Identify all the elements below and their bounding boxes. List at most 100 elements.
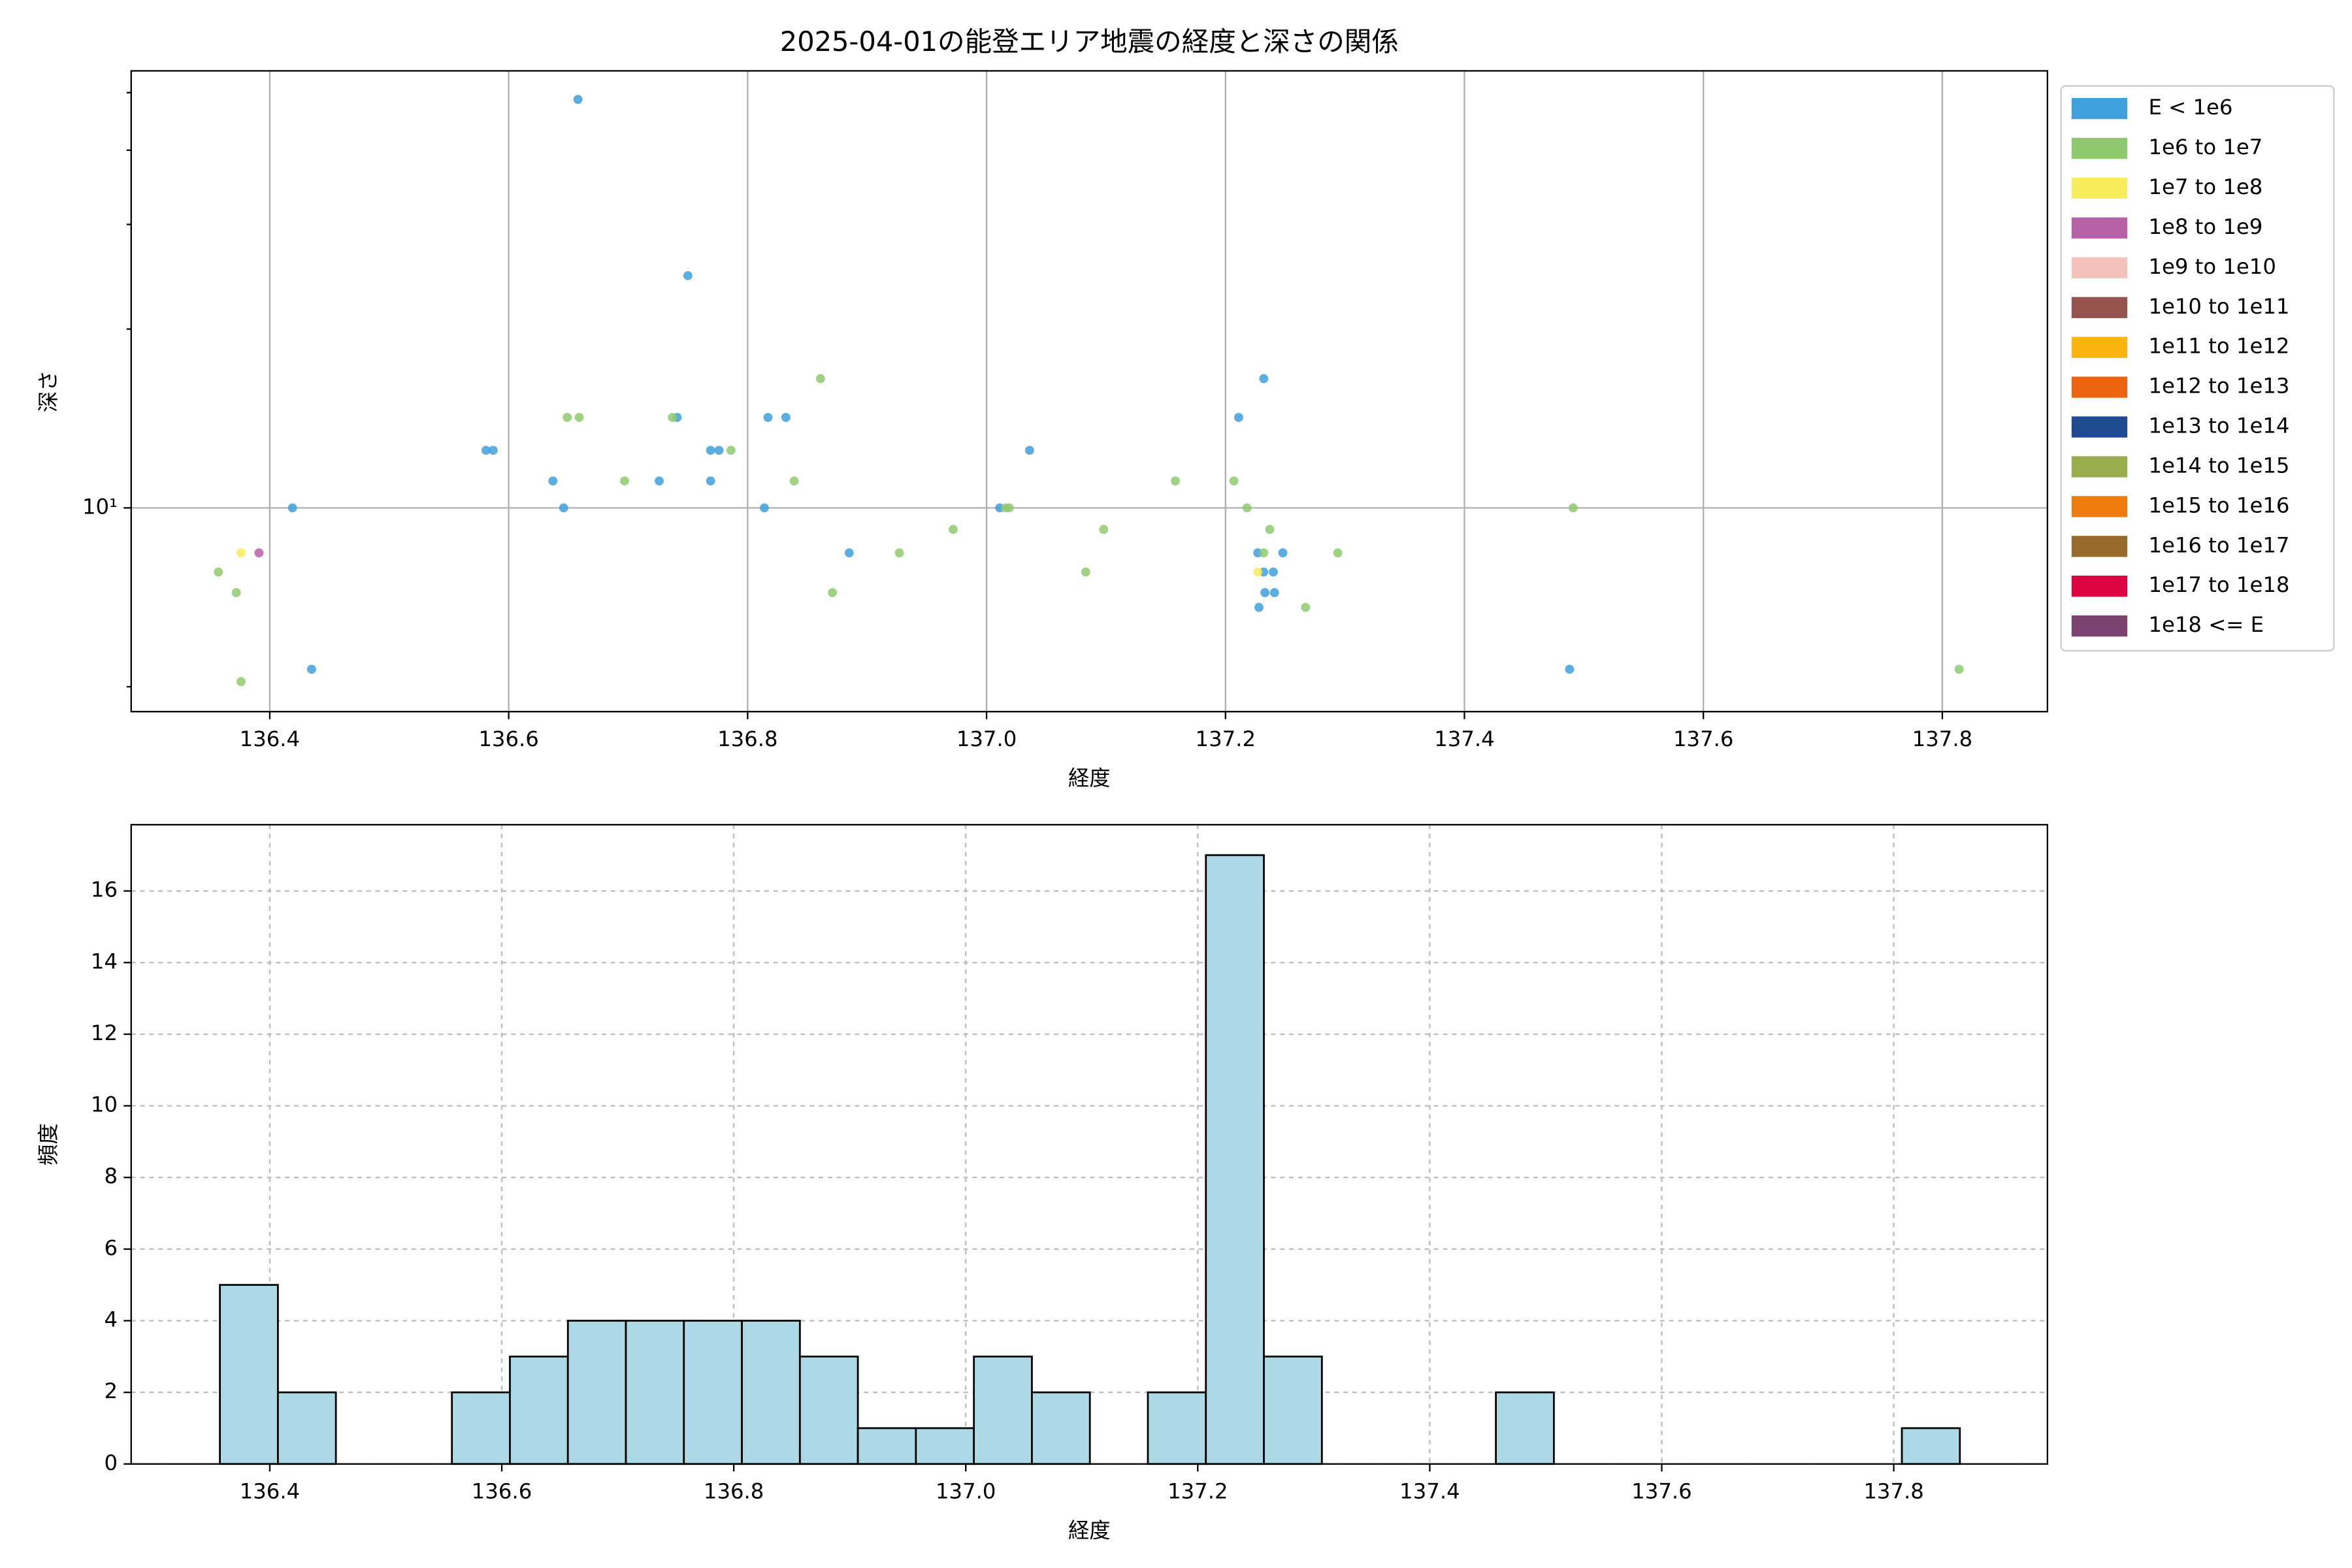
histogram-bar [1901, 1427, 1961, 1465]
point [488, 446, 498, 455]
point [1565, 664, 1575, 674]
point [781, 412, 791, 422]
point [1260, 588, 1270, 598]
histogram-bar [1263, 1355, 1323, 1465]
point [726, 446, 736, 455]
legend-label: 1e9 to 1e10 [2148, 254, 2276, 279]
x-tick-label: 136.4 [240, 727, 300, 751]
point [789, 476, 799, 486]
histogram-bar [451, 1391, 511, 1465]
y-tick-label: 10¹ [82, 494, 118, 519]
point [668, 412, 678, 422]
point [214, 567, 223, 577]
x-tick-label: 136.6 [472, 1479, 532, 1504]
point [1253, 567, 1263, 577]
point [1081, 567, 1090, 577]
point [1333, 548, 1343, 558]
x-tick-label: 137.4 [1434, 727, 1494, 751]
point [559, 503, 568, 513]
point [237, 548, 246, 558]
x-tick-label: 137.0 [936, 1479, 996, 1504]
point [1229, 476, 1239, 486]
point [1254, 602, 1264, 612]
legend-swatch [2071, 496, 2128, 517]
x-tick-label: 137.2 [1196, 727, 1256, 751]
y-tick-label: 2 [104, 1379, 118, 1403]
x-tick-label: 136.6 [478, 727, 538, 751]
histogram-bar [566, 1320, 627, 1465]
histogram-bar [1147, 1391, 1207, 1465]
point [231, 588, 241, 598]
point [1259, 548, 1269, 558]
histogram-bar [857, 1427, 917, 1465]
histogram-bar [683, 1320, 743, 1465]
point [1568, 503, 1578, 513]
point [254, 548, 264, 558]
legend-swatch [2071, 137, 2128, 159]
plot-frame [130, 70, 2048, 713]
legend-swatch [2071, 297, 2128, 318]
histogram-bar [798, 1355, 859, 1465]
legend-label: E < 1e6 [2148, 95, 2232, 120]
x-axis-label: 経度 [1068, 766, 1111, 791]
point [828, 588, 838, 598]
x-tick-label: 136.8 [704, 1479, 764, 1504]
y-tick-label: 16 [91, 877, 118, 902]
y-tick-label: 4 [104, 1307, 118, 1332]
histogram-bar [1205, 854, 1265, 1465]
point [481, 446, 491, 455]
legend-label: 1e12 to 1e13 [2148, 374, 2289, 399]
histogram-bar [741, 1320, 801, 1465]
histogram-bar [1031, 1391, 1091, 1465]
legend-swatch [2071, 257, 2128, 278]
point [714, 446, 724, 455]
histogram-bar [625, 1320, 685, 1465]
legend-swatch [2071, 615, 2128, 637]
y-tick-label: 10 [91, 1092, 118, 1117]
legend-label: 1e13 to 1e14 [2148, 414, 2289, 438]
legend-swatch [2071, 177, 2128, 199]
point [1024, 446, 1034, 455]
point [1278, 548, 1288, 558]
histogram-bar [509, 1355, 569, 1465]
histogram-bar [219, 1284, 279, 1465]
point [1954, 664, 1964, 674]
y-axis-label: 頻度 [36, 1123, 61, 1166]
x-axis-label: 経度 [1068, 1518, 1111, 1543]
legend-swatch [2071, 376, 2128, 398]
x-tick-label: 137.8 [1912, 727, 1972, 751]
point [306, 664, 316, 674]
x-tick-label: 137.4 [1399, 1479, 1460, 1504]
legend-label: 1e14 to 1e15 [2148, 453, 2289, 478]
histogram-bar [915, 1427, 975, 1465]
y-tick-label: 12 [91, 1021, 118, 1045]
point [894, 548, 904, 558]
x-tick-label: 136.4 [240, 1479, 300, 1504]
legend-swatch [2071, 576, 2128, 597]
histogram-bar [1495, 1391, 1555, 1465]
point [287, 503, 297, 513]
point [683, 270, 693, 280]
legend-label: 1e11 to 1e12 [2148, 334, 2289, 359]
legend-label: 1e8 to 1e9 [2148, 214, 2262, 239]
point [573, 95, 583, 105]
legend-box [2060, 85, 2335, 652]
point [548, 476, 558, 486]
point [1171, 476, 1180, 486]
point [815, 374, 825, 384]
x-tick-label: 137.6 [1673, 727, 1733, 751]
legend-label: 1e7 to 1e8 [2148, 174, 2262, 199]
legend-swatch [2071, 98, 2128, 120]
point [1242, 503, 1252, 513]
y-tick-label: 0 [104, 1450, 118, 1475]
legend-label: 1e15 to 1e16 [2148, 493, 2289, 517]
point [1004, 503, 1014, 513]
x-tick-label: 136.8 [717, 727, 777, 751]
point [1301, 602, 1311, 612]
chart-title: 2025-04-01の能登エリア地震の経度と深さの関係 [780, 25, 1399, 57]
point [655, 476, 664, 486]
point [574, 412, 584, 422]
legend-label: 1e16 to 1e17 [2148, 532, 2289, 557]
